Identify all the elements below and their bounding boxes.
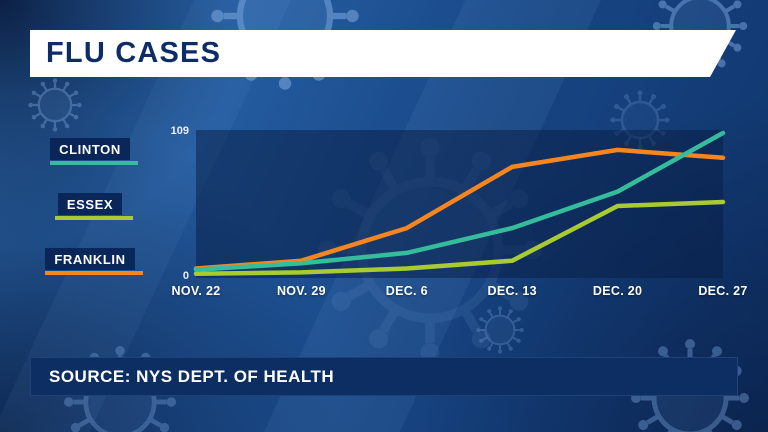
source-attribution: SOURCE: NYS DEPT. OF HEALTH <box>49 366 335 386</box>
legend-label: CLINTON <box>50 138 130 160</box>
virus-icon <box>28 78 81 131</box>
flu-trend-svg <box>193 130 726 276</box>
x-axis-tick-label: NOV. 29 <box>276 284 326 298</box>
legend-color-bar <box>55 216 133 220</box>
legend-color-bar <box>50 161 138 165</box>
x-axis-tick-label: DEC. 27 <box>698 284 748 298</box>
series-line-franklin <box>193 147 726 271</box>
x-axis-tick-label: DEC. 20 <box>592 284 643 298</box>
x-axis-labels: NOV. 22 NOV. 29 DEC. 6 DEC. 13 DEC. 20 D… <box>172 284 748 300</box>
legend-item-franklin: FRANKLIN <box>45 248 143 275</box>
source-bar: SOURCE: NYS DEPT. OF HEALTH <box>30 357 738 396</box>
legend-label: ESSEX <box>57 193 123 215</box>
legend-label: FRANKLIN <box>45 248 135 270</box>
x-axis-tick-label: DEC. 13 <box>487 284 537 298</box>
x-axis-tick-label: NOV. 22 <box>171 284 221 298</box>
x-axis-tick-label: DEC. 6 <box>385 284 428 298</box>
y-axis-min-label: 0 <box>182 270 189 282</box>
y-axis-max-label: 109 <box>170 125 189 137</box>
title-banner: FLU CASES <box>30 30 736 77</box>
line-chart-plot-area: 109 0 <box>171 125 726 282</box>
page-title: FLU CASES <box>46 37 222 69</box>
legend-color-bar <box>45 271 143 275</box>
legend-item-clinton: CLINTON <box>50 138 138 165</box>
virus-icon <box>476 306 523 353</box>
legend-item-essex: ESSEX <box>55 193 133 220</box>
chart-legend: CLINTON ESSEX FRANKLIN <box>34 138 146 275</box>
